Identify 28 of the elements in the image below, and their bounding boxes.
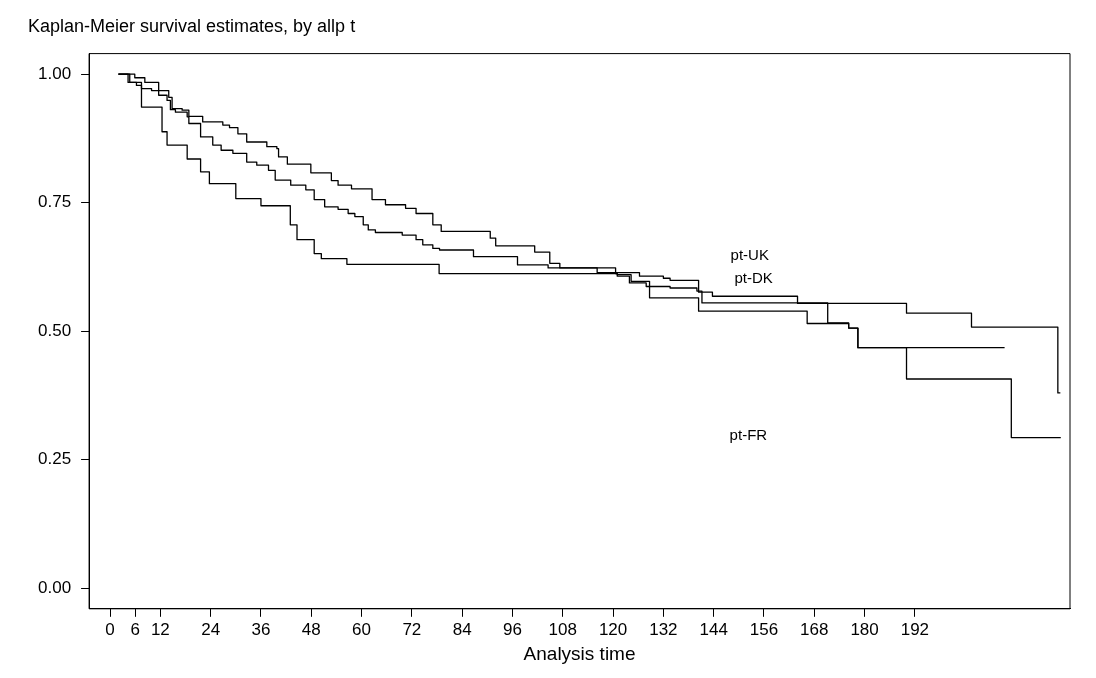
x-axis-title: Analysis time [523,642,636,664]
x-tick-label: 72 [402,619,422,639]
y-tick-label: 0.25 [37,449,72,469]
x-tick-label: 192 [900,619,930,639]
x-tick-label: 168 [800,619,829,639]
x-tick-label: 84 [452,619,472,639]
x-tick-label: 156 [749,619,779,639]
chart-title: Kaplan-Meier survival estimates, by allp t [28,15,356,36]
y-tick-label: 0.50 [37,320,72,340]
x-tick-label: 60 [352,619,372,639]
x-tick-label: 96 [503,619,522,639]
x-tick-label: 24 [201,619,221,639]
x-tick-label: 12 [150,619,170,639]
x-tick-label: 48 [301,619,321,639]
y-tick-label: 0.00 [37,577,72,597]
x-tick-label: 132 [649,619,678,639]
x-tick-label: 6 [130,619,140,639]
x-tick-label: 0 [105,619,115,639]
x-tick-label: 108 [548,619,577,639]
y-tick-label: 1.00 [37,63,72,83]
x-tick-label: 120 [598,619,628,639]
annotation: pt-DK [734,269,773,287]
x-tick-label: 144 [699,619,728,639]
annotation: pt-FR [729,426,768,444]
annotation: pt-UK [730,246,769,264]
x-tick-label: 36 [251,619,271,639]
x-tick-label: 180 [850,619,879,639]
y-tick-label: 0.75 [37,192,72,212]
